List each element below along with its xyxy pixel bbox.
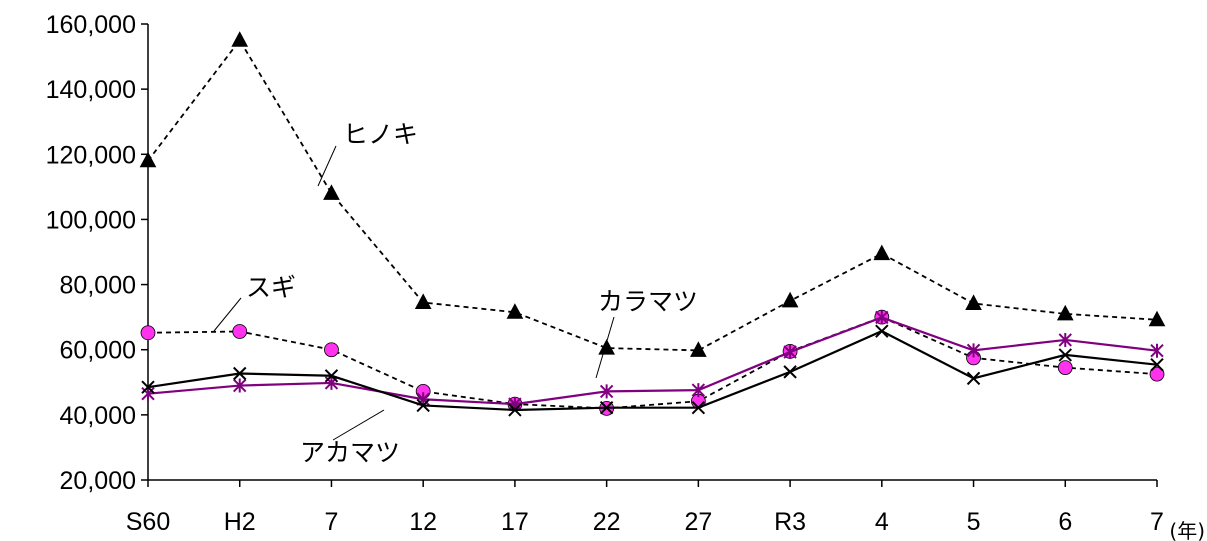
series-3 — [141, 324, 1164, 417]
x-tick-label: 7 — [325, 508, 339, 536]
series-label-leader — [213, 297, 242, 332]
series-label-leader — [332, 409, 385, 441]
y-tick-label: 20,000 — [60, 467, 136, 495]
series-label-leader — [595, 316, 615, 379]
data-point-marker — [783, 344, 797, 359]
data-point-marker — [783, 365, 797, 379]
series-layer — [139, 31, 1166, 417]
x-tick-label: 12 — [409, 508, 437, 536]
data-point-marker — [233, 378, 247, 393]
series-0 — [139, 31, 1166, 357]
series-line — [147, 329, 1158, 412]
x-tick-label: 22 — [593, 508, 621, 536]
data-point-marker — [1058, 332, 1072, 347]
data-point-marker — [966, 343, 981, 358]
x-tick-label: 17 — [501, 508, 529, 536]
y-tick-label: 40,000 — [60, 402, 136, 430]
data-point-marker — [691, 383, 706, 398]
axes: 20,000 40,000 60,000 80,000 100,000 120,000 14… — [46, 11, 1205, 541]
data-point-marker — [324, 369, 339, 383]
data-point-marker — [1149, 366, 1165, 382]
y-tick-label: 100,000 — [46, 206, 136, 234]
y-tick-label: 120,000 — [46, 141, 136, 169]
data-point-marker — [965, 294, 982, 310]
data-point-marker — [1056, 304, 1074, 321]
x-tick-label: 27 — [684, 508, 712, 536]
x-tick-label: 5 — [967, 508, 981, 536]
y-tick-label: 80,000 — [60, 272, 136, 300]
data-point-marker — [141, 380, 155, 394]
data-point-marker — [1058, 348, 1072, 362]
data-point-marker — [231, 31, 249, 47]
data-point-marker — [781, 291, 799, 308]
data-point-marker — [873, 244, 891, 261]
x-tick-label: 7 — [1150, 508, 1164, 536]
series-line — [147, 316, 1158, 406]
x-tick-label: S60 — [126, 508, 170, 536]
series-label-leader — [317, 145, 337, 187]
data-point-marker — [232, 324, 248, 339]
data-point-marker — [875, 324, 889, 338]
data-point-marker — [141, 386, 155, 401]
y-tick-label: 140,000 — [46, 76, 136, 104]
data-point-marker — [599, 384, 614, 399]
series-line — [147, 38, 1158, 352]
x-tick-label: H2 — [224, 508, 256, 536]
data-point-marker — [1150, 357, 1164, 372]
data-point-marker — [324, 342, 339, 358]
x-tick-label: R3 — [774, 508, 806, 536]
data-point-marker — [598, 339, 615, 355]
x-tick-label: 4 — [875, 508, 889, 536]
series-label: アカマツ — [300, 438, 400, 467]
series-label: スギ — [246, 273, 296, 302]
data-point-marker — [508, 403, 522, 417]
y-tick-label: 160,000 — [46, 11, 136, 39]
series-2 — [141, 310, 1164, 412]
data-point-marker — [690, 341, 707, 357]
data-point-marker — [416, 398, 430, 413]
data-point-marker — [875, 310, 889, 325]
data-point-marker — [1057, 360, 1073, 376]
series-1 — [140, 309, 1165, 416]
series-line — [147, 316, 1158, 410]
y-tick-label: 60,000 — [60, 337, 136, 365]
x-axis-unit: (年) — [1169, 519, 1205, 541]
series-label: カラマツ — [598, 287, 698, 316]
data-point-marker — [1150, 343, 1164, 358]
data-point-marker — [323, 184, 340, 200]
data-point-marker — [506, 303, 524, 319]
data-point-marker — [414, 293, 432, 309]
series-label: ヒノキ — [343, 120, 418, 149]
data-point-marker — [140, 325, 156, 341]
data-point-marker — [139, 151, 157, 168]
data-point-marker — [233, 366, 247, 381]
data-point-marker — [966, 371, 981, 386]
data-point-marker — [1148, 310, 1166, 327]
data-point-marker — [691, 400, 706, 415]
data-point-marker — [599, 400, 614, 415]
x-tick-label: 6 — [1058, 508, 1072, 536]
